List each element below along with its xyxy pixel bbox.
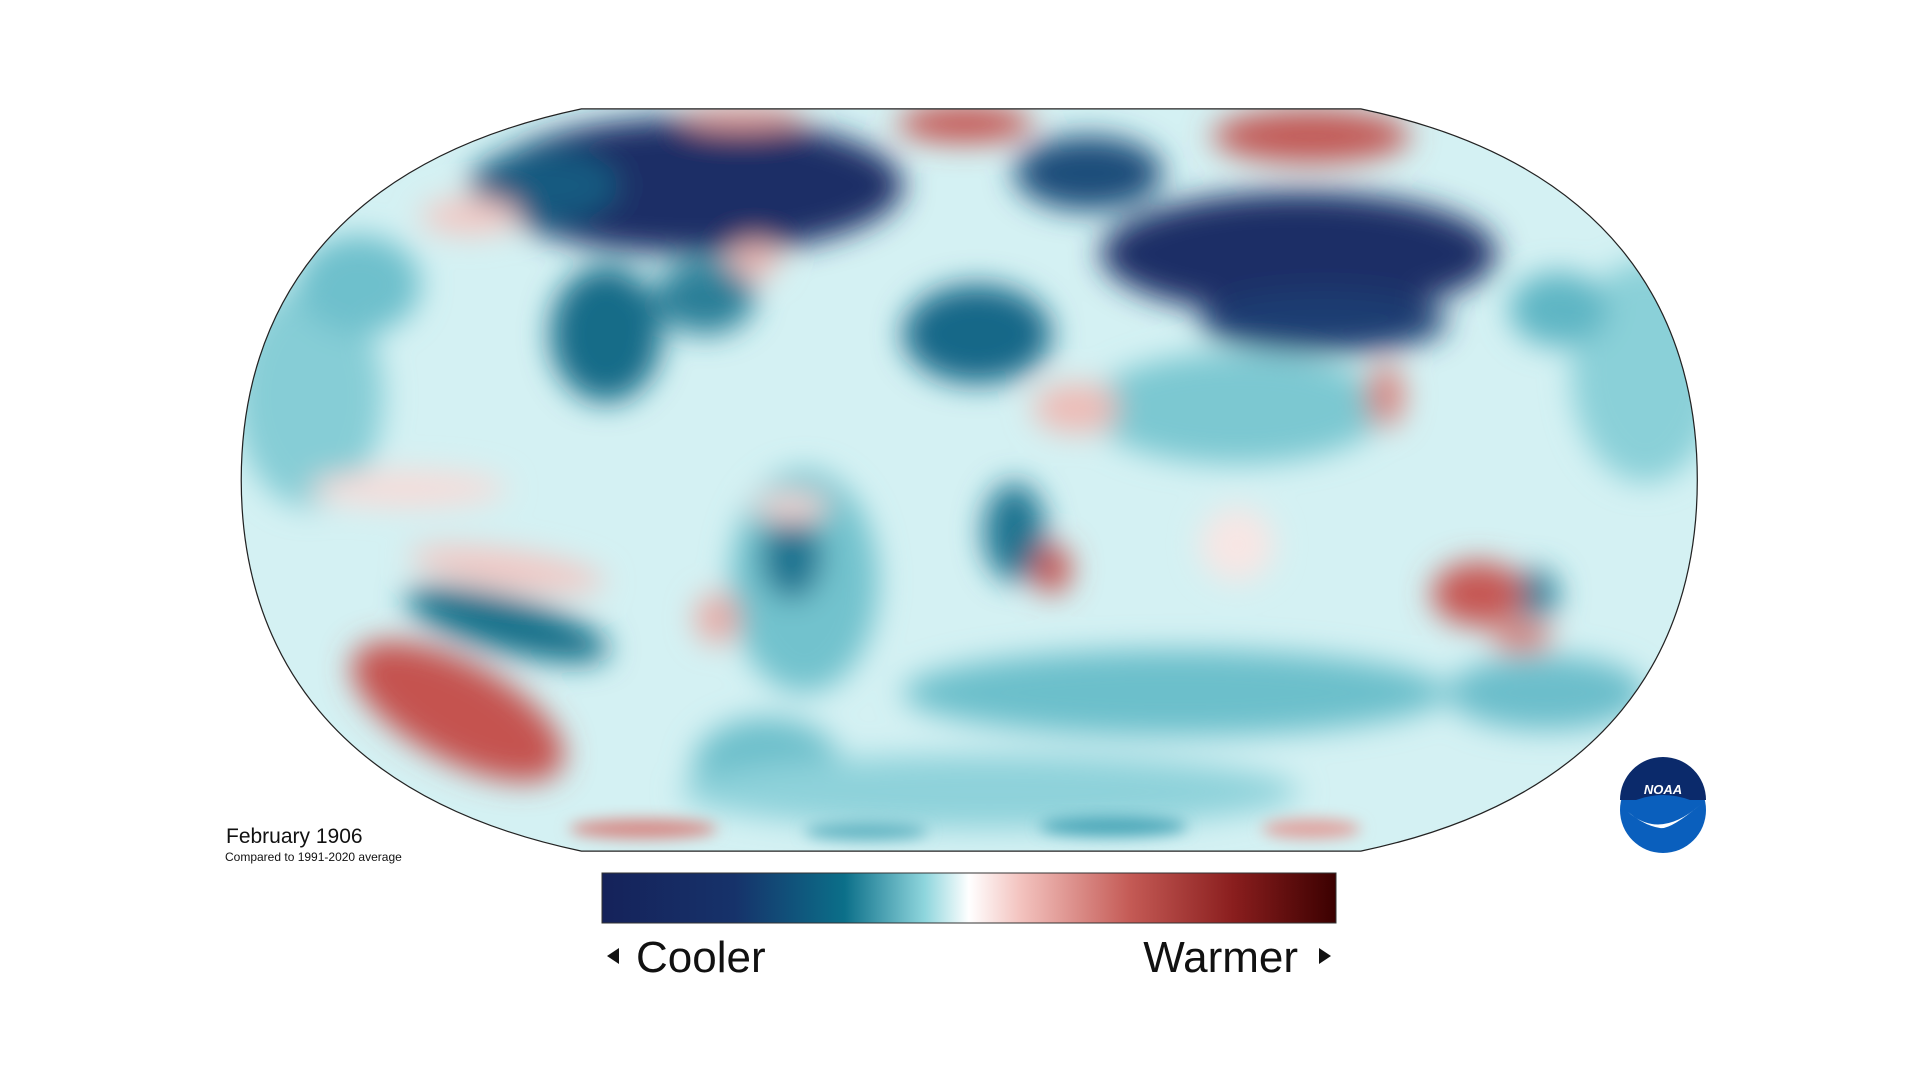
map-title: February 1906 <box>226 825 363 848</box>
anomaly-field <box>241 108 1698 829</box>
noaa-logo: NOAA <box>1620 757 1706 853</box>
color-bar <box>601 872 1337 924</box>
map-outline <box>240 108 1698 852</box>
map-group <box>240 108 1698 852</box>
logo-top <box>1620 757 1706 800</box>
legend-low-label: Cooler <box>636 933 766 982</box>
antarctic-ripples <box>569 816 1361 840</box>
legend-high-label: Warmer <box>1143 933 1298 982</box>
cooler-arrow <box>607 948 619 964</box>
logo-text: NOAA <box>1644 782 1682 797</box>
map-subtitle: Compared to 1991-2020 average <box>225 850 402 864</box>
warmer-arrow <box>1319 948 1331 964</box>
anomaly-map <box>241 108 1698 852</box>
